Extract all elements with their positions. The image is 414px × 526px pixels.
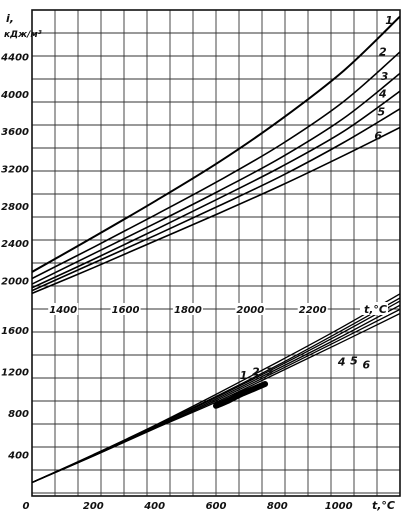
lower-curve-label-3: 3: [266, 366, 274, 379]
upper-x-tick-label: 1400: [49, 305, 77, 316]
lower-curve-label-1: 1: [240, 369, 248, 382]
plot-frame: [31, 9, 401, 497]
upper-x-tick-label: 1600: [112, 305, 140, 316]
upper-curve-label-1: 1: [385, 14, 393, 27]
upper-y-tick-label: 2800: [1, 202, 29, 213]
lower-x-tick-label: 600: [206, 501, 227, 512]
upper-y-tick-label: 3200: [1, 164, 29, 175]
upper-y-tick-label: 2400: [1, 239, 29, 250]
lower-x-tick-label: 1000: [325, 501, 353, 512]
lower-curve-label-4: 4: [337, 355, 346, 368]
lower-x-axis-label: t,°C: [372, 499, 395, 512]
upper-x-tick-label-bg: [172, 303, 203, 315]
lower-y-tick-label: 1600: [1, 326, 29, 337]
upper-curve-label-2: 2: [379, 46, 387, 59]
upper-curve-label-4: 4: [378, 88, 387, 101]
upper-x-axis-label: t,°C: [364, 303, 387, 316]
lower-y-tick-label: 1200: [1, 368, 29, 379]
lower-x-tick-label: 0: [23, 501, 30, 512]
upper-x-tick-label-bg: [48, 303, 79, 315]
upper-x-tick-label: 1800: [174, 305, 202, 316]
lower-x-tick-label: 800: [267, 501, 288, 512]
upper-curve-6: [32, 126, 400, 295]
y-axis-units: кДж/м³: [4, 30, 42, 40]
lower-y-tick-label: 400: [7, 451, 29, 462]
lower-x-tick-label: 200: [83, 501, 104, 512]
lower-curve-overlap-band: [213, 381, 269, 409]
upper-y-tick-label: 3600: [1, 127, 29, 138]
lower-y-tick-label: 800: [8, 409, 29, 420]
upper-x-tick-label-bg: [110, 303, 141, 315]
lower-curve-label-5: 5: [350, 354, 358, 367]
upper-curve-label-3: 3: [381, 70, 389, 83]
lower-curve-label-6: 6: [362, 358, 370, 371]
upper-curve-5: [32, 108, 400, 292]
upper-curve-3: [32, 72, 400, 285]
upper-x-tick-label-bg: [235, 303, 266, 315]
upper-curve-2: [32, 51, 400, 280]
y-axis-symbol: i,: [6, 12, 14, 25]
lower-curve-label-2: 2: [252, 366, 260, 379]
upper-curve-label-5: 5: [377, 105, 385, 118]
upper-curve-4: [32, 90, 400, 289]
upper-curve-1: [32, 15, 400, 273]
upper-x-tick-label: 2200: [299, 305, 327, 316]
upper-x-tick-label: 2000: [236, 305, 264, 316]
upper-x-axis-label-bg: [360, 302, 388, 315]
upper-y-tick-label: 4400: [0, 53, 29, 64]
upper-y-tick-label: 4000: [0, 90, 29, 101]
upper-curve-label-6: 6: [374, 130, 382, 143]
upper-y-tick-label: 2000: [1, 276, 29, 287]
lower-curve-6: [32, 312, 400, 484]
upper-x-tick-label-bg: [297, 303, 328, 315]
lower-x-tick-label: 400: [143, 501, 165, 512]
